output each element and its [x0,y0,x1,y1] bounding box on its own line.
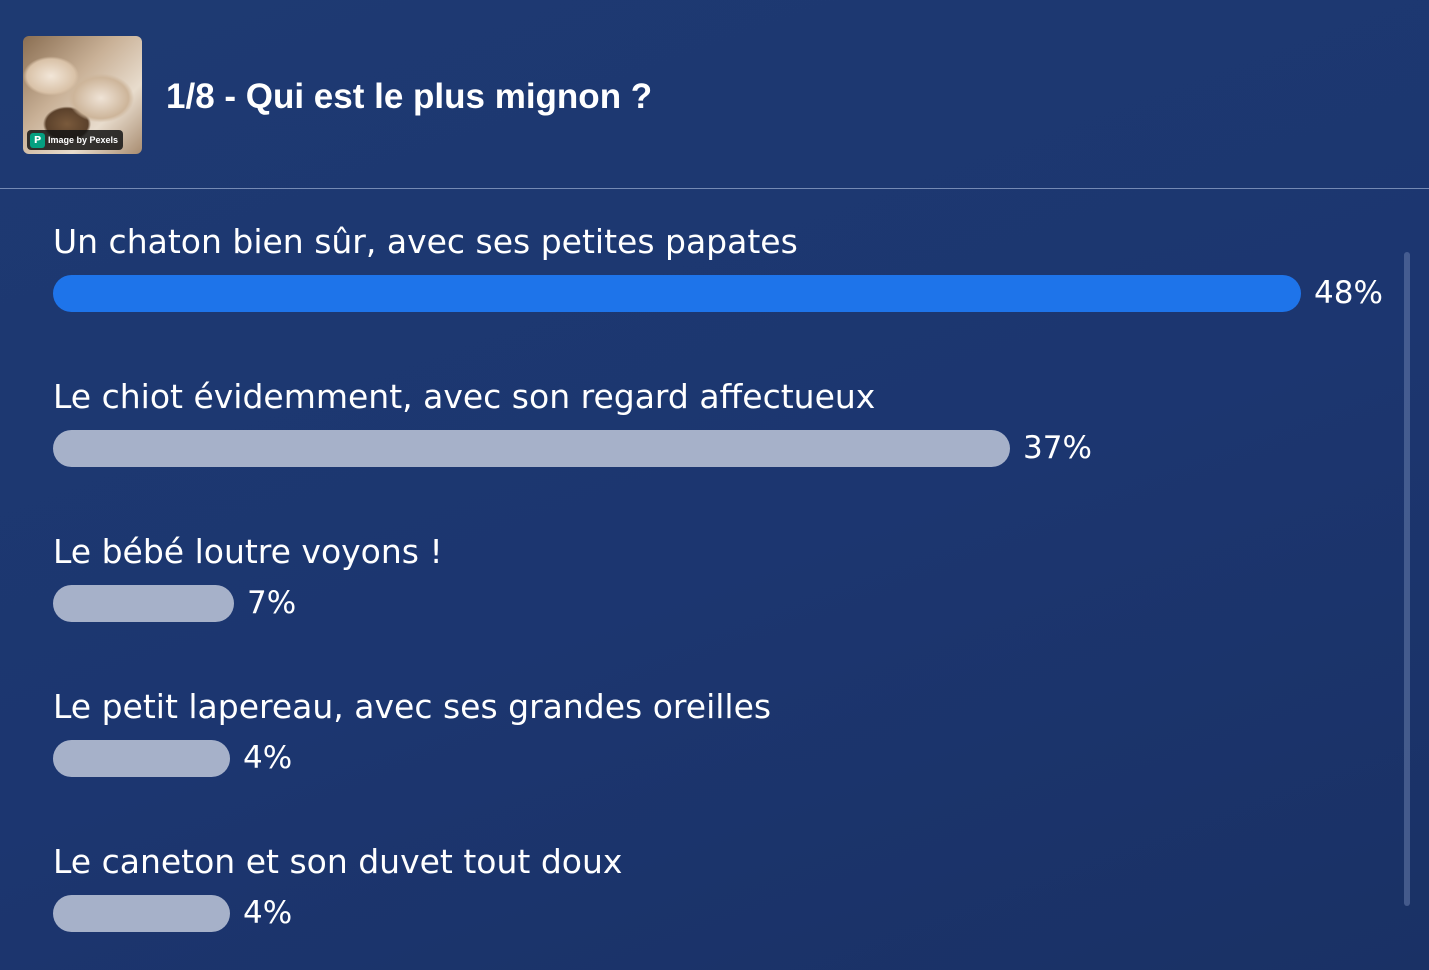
result-bar [53,275,1301,312]
image-credit-text: Image by Pexels [48,135,119,145]
result-percent: 48% [1314,275,1383,311]
result-bar [53,430,1010,467]
question-image: P Image by Pexels [23,36,142,154]
result-percent: 4% [243,740,293,776]
option-label: Un chaton bien sûr, avec ses petites pap… [53,222,798,261]
option-label: Le petit lapereau, avec ses grandes orei… [53,687,772,726]
result-bar-row: 37% [53,430,1393,467]
result-option: Le petit lapereau, avec ses grandes orei… [53,685,1393,815]
result-bar [53,895,230,932]
result-option: Le caneton et son duvet tout doux 4% [53,840,1393,970]
result-bar [53,740,230,777]
option-label: Le chiot évidemment, avec son regard aff… [53,377,876,416]
scrollbar[interactable] [1404,252,1410,906]
result-bar-row: 48% [53,275,1393,312]
result-bar [53,585,234,622]
result-bar-row: 4% [53,895,1393,932]
result-percent: 4% [243,895,293,931]
result-option: Le bébé loutre voyons ! 7% [53,530,1393,660]
result-bar-row: 7% [53,585,1393,622]
result-percent: 37% [1023,430,1092,466]
question-title: 1/8 - Qui est le plus mignon ? [166,77,653,116]
question-header: P Image by Pexels 1/8 - Qui est le plus … [0,0,1429,189]
pexels-icon: P [30,132,45,148]
result-percent: 7% [247,585,297,621]
result-option: Le chiot évidemment, avec son regard aff… [53,375,1393,505]
option-label: Le bébé loutre voyons ! [53,532,443,571]
image-credit-badge[interactable]: P Image by Pexels [27,130,124,150]
option-label: Le caneton et son duvet tout doux [53,842,623,881]
result-bar-row: 4% [53,740,1393,777]
result-option: Un chaton bien sûr, avec ses petites pap… [53,220,1393,350]
